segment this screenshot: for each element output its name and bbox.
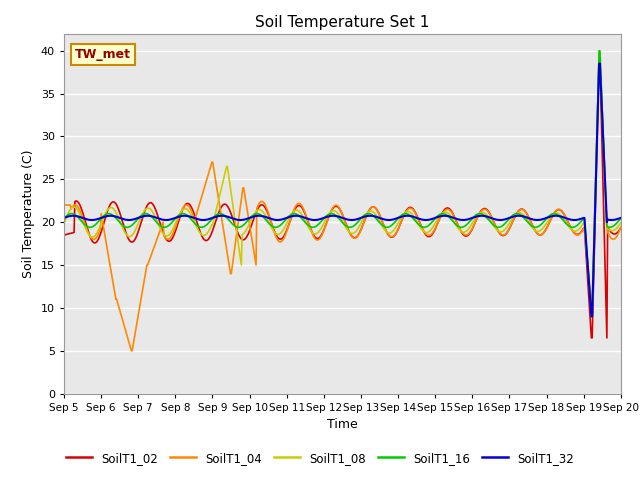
Y-axis label: Soil Temperature (C): Soil Temperature (C): [22, 149, 35, 278]
SoilT1_02: [410, 207, 418, 213]
SoilT1_16: [70, 211, 78, 217]
SoilT1_08: [617, 220, 625, 226]
SoilT1_08: [60, 221, 68, 227]
SoilT1_32: [70, 213, 78, 219]
SoilT1_04: [128, 348, 136, 354]
SoilT1_32: [214, 214, 221, 219]
SoilT1_16: [184, 213, 192, 219]
SoilT1_08: [70, 204, 78, 210]
SoilT1_08: [127, 233, 135, 239]
SoilT1_04: [214, 193, 222, 199]
Text: TW_met: TW_met: [75, 48, 131, 61]
Line: SoilT1_02: SoilT1_02: [64, 60, 621, 338]
SoilT1_04: [617, 224, 625, 230]
SoilT1_32: [595, 60, 603, 66]
SoilT1_16: [595, 48, 603, 54]
SoilT1_08: [588, 309, 595, 315]
Line: SoilT1_32: SoilT1_32: [64, 63, 621, 316]
SoilT1_08: [426, 228, 434, 233]
SoilT1_32: [426, 216, 434, 222]
SoilT1_08: [214, 203, 221, 208]
SoilT1_08: [595, 49, 603, 55]
SoilT1_02: [426, 233, 434, 239]
SoilT1_02: [70, 229, 78, 235]
SoilT1_04: [428, 231, 435, 237]
SoilT1_32: [410, 214, 418, 220]
SoilT1_16: [127, 223, 135, 228]
X-axis label: Time: Time: [327, 418, 358, 431]
SoilT1_32: [60, 215, 68, 221]
SoilT1_08: [410, 214, 418, 219]
SoilT1_16: [588, 313, 595, 319]
Title: Soil Temperature Set 1: Soil Temperature Set 1: [255, 15, 429, 30]
SoilT1_08: [184, 207, 192, 213]
SoilT1_04: [127, 348, 135, 354]
SoilT1_02: [588, 335, 595, 341]
SoilT1_04: [60, 202, 68, 208]
SoilT1_02: [214, 214, 221, 219]
Line: SoilT1_16: SoilT1_16: [64, 51, 621, 316]
Line: SoilT1_04: SoilT1_04: [64, 55, 621, 351]
SoilT1_16: [426, 221, 434, 227]
SoilT1_04: [185, 204, 193, 209]
SoilT1_02: [127, 239, 135, 245]
SoilT1_04: [411, 209, 419, 215]
SoilT1_32: [184, 213, 192, 219]
SoilT1_02: [184, 201, 192, 206]
SoilT1_04: [595, 52, 603, 58]
SoilT1_16: [60, 216, 68, 221]
SoilT1_32: [617, 215, 625, 221]
SoilT1_16: [410, 216, 418, 222]
SoilT1_02: [595, 57, 603, 62]
Line: SoilT1_08: SoilT1_08: [64, 52, 621, 312]
SoilT1_04: [70, 203, 78, 208]
SoilT1_32: [127, 217, 135, 223]
Legend: SoilT1_02, SoilT1_04, SoilT1_08, SoilT1_16, SoilT1_32: SoilT1_02, SoilT1_04, SoilT1_08, SoilT1_…: [61, 447, 579, 469]
SoilT1_02: [617, 225, 625, 231]
SoilT1_02: [60, 232, 68, 238]
SoilT1_16: [617, 216, 625, 221]
SoilT1_32: [588, 313, 595, 319]
SoilT1_16: [214, 211, 221, 217]
